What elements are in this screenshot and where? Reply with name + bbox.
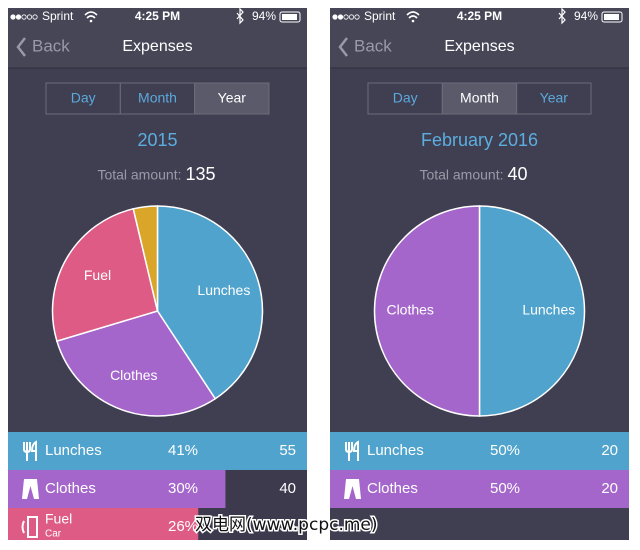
row-percent: 41% [168, 442, 198, 459]
fork-knife-icon [23, 440, 37, 461]
wifi-icon [406, 11, 420, 19]
signal-dot [26, 14, 33, 20]
signal-dot [337, 14, 344, 20]
pants-icon [22, 479, 39, 499]
row-amount: 20 [601, 442, 618, 459]
back-chevron [16, 37, 26, 57]
row-percent: 50% [490, 480, 520, 497]
row-name[interactable]: Lunches [367, 442, 424, 459]
slice-label: Lunches [197, 282, 250, 298]
total-label: Total amount: [97, 167, 181, 183]
phone-screen: Sprint 4:25 PM 94% Back Expenses Day Month Year… [8, 8, 307, 540]
total-amount: 135 [186, 164, 216, 184]
segment-label[interactable]: Month [138, 90, 177, 106]
signal-dot [21, 14, 27, 20]
slice-label: Clothes [110, 367, 157, 383]
row-percent: 26% [168, 518, 198, 535]
segment[interactable] [441, 82, 518, 115]
pie-slice [55, 310, 217, 417]
row-subtitle: Car [45, 529, 62, 540]
row-amount: 40 [279, 480, 296, 497]
row-bar [8, 470, 226, 508]
row-percent: 30% [168, 480, 198, 497]
signal-dot [15, 14, 22, 20]
segment[interactable] [516, 82, 592, 115]
segment-label[interactable]: Day [393, 90, 418, 106]
back-button[interactable]: Back [354, 36, 392, 55]
segment[interactable] [194, 82, 270, 115]
slice-label: Fuel [84, 267, 111, 283]
nav-bar [330, 8, 629, 68]
clock: 4:25 PM [135, 9, 180, 23]
signal-dot [354, 14, 360, 20]
row-amount: 55 [279, 442, 296, 459]
row-percent: 50% [490, 442, 520, 459]
phone-screen: Sprint 4:25 PM 94% Back Expenses Day Month Year… [330, 8, 629, 540]
battery-icon [279, 11, 301, 23]
row-bar [8, 508, 199, 540]
signal-dot [10, 14, 16, 20]
signal-dot [348, 14, 355, 20]
nav-bar [8, 8, 307, 68]
bluetooth-icon [558, 8, 566, 25]
period-title: 2015 [137, 130, 177, 150]
fuel-icon [21, 516, 38, 538]
row-bar [330, 432, 629, 470]
pants-icon [344, 479, 361, 499]
row-amount: 35 [279, 518, 296, 535]
segment-label[interactable]: Month [460, 90, 499, 106]
row-name[interactable]: Clothes [45, 480, 96, 497]
row-name[interactable]: Lunches [45, 442, 102, 459]
segment-label[interactable]: Year [540, 90, 569, 106]
signal-dot [32, 14, 38, 20]
slice-label: Lunches [522, 302, 575, 318]
back-button[interactable]: Back [32, 36, 70, 55]
battery-level [282, 14, 297, 20]
row-name[interactable]: Fuel [45, 511, 72, 527]
slice-label: Clothes [386, 302, 433, 318]
wifi-icon [84, 11, 98, 19]
pie-slice [51, 207, 159, 343]
nav-title: Expenses [444, 38, 514, 55]
nav-title: Expenses [122, 38, 192, 55]
signal-dot [332, 14, 338, 20]
wifi-dot [411, 19, 415, 23]
battery-percent: 94% [252, 9, 276, 23]
carrier: Sprint [364, 9, 396, 23]
pie-slice [132, 205, 159, 312]
wifi-dot [89, 19, 93, 23]
row-bar [8, 432, 307, 470]
row-amount: 20 [601, 480, 618, 497]
fork-knife-icon [345, 440, 359, 461]
battery-icon [601, 11, 623, 23]
total-amount: 40 [508, 164, 528, 184]
clock: 4:25 PM [457, 9, 502, 23]
battery-percent: 94% [574, 9, 598, 23]
segment-label[interactable]: Day [71, 90, 96, 106]
pie-slice [478, 205, 586, 417]
total-label: Total amount: [419, 167, 503, 183]
segment[interactable] [119, 82, 196, 115]
back-chevron [338, 37, 348, 57]
segment[interactable] [367, 82, 443, 115]
period-title: February 2016 [421, 130, 538, 150]
bluetooth-icon [236, 8, 244, 25]
carrier: Sprint [42, 9, 74, 23]
row-name[interactable]: Clothes [367, 480, 418, 497]
signal-dot [343, 14, 349, 20]
row-bar [330, 470, 629, 508]
pie-slice [373, 205, 481, 417]
battery-level [604, 14, 619, 20]
watermark: 双电网(www.pcpc.me) [195, 515, 378, 535]
segment-label[interactable]: Year [218, 90, 247, 106]
